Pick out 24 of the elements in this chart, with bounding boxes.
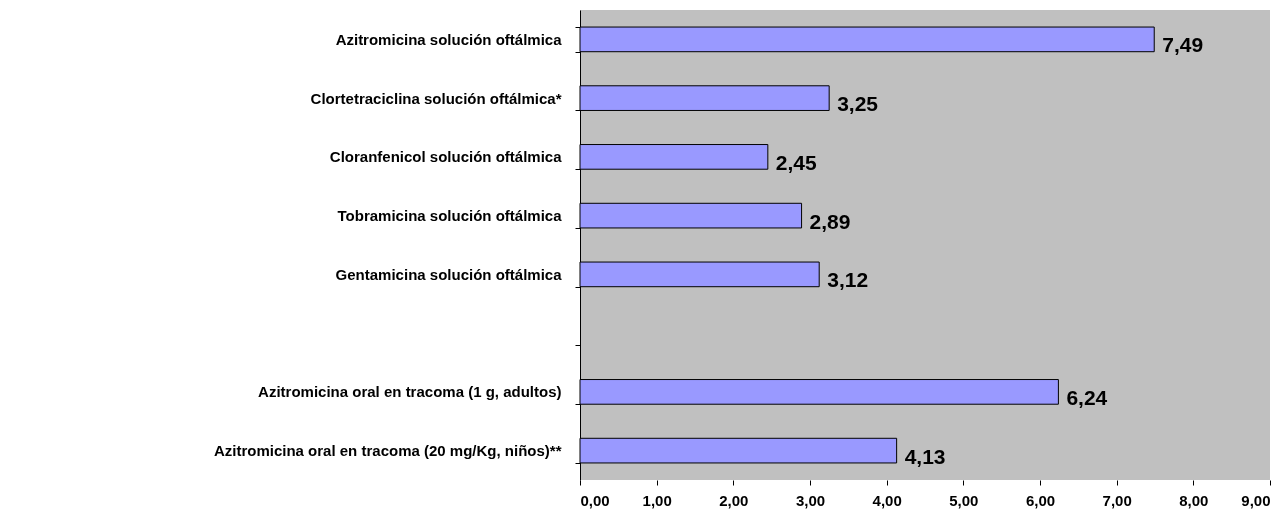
- data-label: 3,25: [837, 92, 879, 116]
- y-tick-label: Cloranfenicol solución oftálmica: [329, 148, 563, 166]
- y-tick-label: Tobramicina solución oftálmica: [337, 207, 563, 225]
- y-tick-label: Azitromicina solución oftálmica: [335, 30, 563, 48]
- x-tick-label: 7,00: [1102, 491, 1132, 509]
- data-label: 2,89: [809, 209, 851, 233]
- data-label: 2,45: [775, 150, 818, 174]
- data-label: 4,13: [904, 444, 946, 468]
- y-tick-label: Azitromicina oral en tracoma (20 mg/Kg, niños)**: [213, 442, 562, 460]
- x-tick-label: 9,00: [1241, 491, 1271, 509]
- y-tick-label: Clortetraciclina solución oftálmica*: [310, 89, 562, 107]
- x-tick-label: 2,00: [719, 491, 749, 509]
- x-tick-label: 1,00: [642, 491, 672, 509]
- data-label: 6,24: [1066, 385, 1108, 409]
- x-tick-label: 4,00: [872, 491, 902, 509]
- data-label: 7,49: [1162, 33, 1204, 57]
- x-tick-label: 6,00: [1025, 491, 1056, 509]
- y-tick-label: Azitromicina oral en tracoma (1 g, adultos): [258, 383, 562, 401]
- data-label: 3,12: [827, 268, 869, 292]
- x-tick-label: 8,00: [1179, 491, 1209, 509]
- x-tick-label: 0,00: [580, 491, 610, 509]
- x-tick-label: 5,00: [949, 491, 979, 509]
- y-tick-label: Gentamicina solución oftálmica: [335, 265, 563, 283]
- x-tick-label: 3,00: [795, 491, 826, 509]
